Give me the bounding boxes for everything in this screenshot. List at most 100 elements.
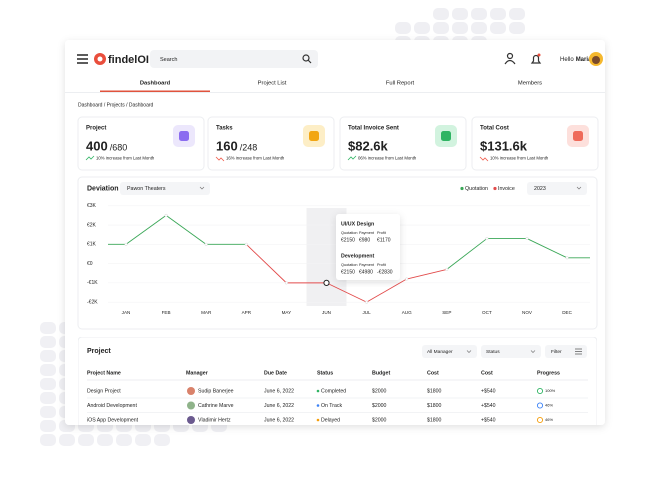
dropdown[interactable]: [527, 182, 587, 195]
data-point: [565, 256, 569, 260]
stat-change: 16% increase from Last Month: [226, 156, 285, 161]
x-tick-label: JAN: [122, 310, 131, 315]
legend-label: Quotation: [465, 186, 488, 192]
column-header: Manager: [186, 370, 208, 376]
deco-square: [471, 8, 487, 20]
deco-square: [116, 434, 132, 446]
stat-icon: [441, 131, 451, 141]
deco-square: [509, 8, 525, 20]
trend-arrow: [215, 156, 225, 162]
progress-ring: [536, 416, 544, 424]
table-cell: +$540: [481, 417, 496, 423]
deco-square: [40, 392, 56, 404]
table-cell: 46%: [545, 417, 553, 422]
line-segment: [125, 215, 167, 245]
tab[interactable]: Project List: [258, 81, 287, 87]
chevron: [466, 350, 472, 353]
stat-change: 10% increase from Last Month: [96, 156, 155, 161]
x-tick-label: MAR: [201, 310, 212, 315]
tooltip-header: Quotation: [341, 231, 357, 235]
column-header: Due Date: [264, 370, 287, 376]
table-cell: $2000: [372, 417, 387, 423]
x-tick-label: FEB: [162, 310, 171, 315]
tab[interactable]: Members: [518, 81, 542, 87]
trend-arrow: [479, 156, 489, 162]
filter-dropdown[interactable]: [422, 345, 477, 358]
table-panel: [78, 337, 597, 425]
table-cell: June 6, 2022: [264, 417, 294, 423]
x-tick-label: MAY: [282, 310, 292, 315]
logo: findelOI: [108, 54, 149, 66]
deco-square: [135, 434, 151, 446]
x-tick-label: OCT: [482, 310, 492, 315]
tooltip-value: €2150: [341, 269, 355, 275]
table-cell: $1800: [427, 403, 442, 409]
table-cell: June 6, 2022: [264, 403, 294, 409]
table-cell: +$540: [481, 388, 496, 394]
x-tick-label: AUG: [402, 310, 412, 315]
column-header: Status: [317, 370, 333, 376]
tab[interactable]: Full Report: [386, 81, 415, 87]
chevron: [576, 186, 582, 190]
deco-square: [40, 420, 56, 432]
deco-square: [40, 322, 56, 334]
manager-avatar: [187, 416, 195, 424]
tooltip-value: €1170: [377, 237, 391, 243]
table-cell: Cathrine Marve: [198, 403, 234, 409]
stat-icon: [309, 131, 319, 141]
chevron: [199, 186, 205, 190]
line-segment: [526, 238, 568, 259]
search-box[interactable]: [150, 50, 318, 68]
search-icon: [302, 54, 310, 62]
table-cell: Sudip Banerjee: [198, 388, 234, 394]
chart-title: Deviation: [87, 185, 119, 192]
filter-dropdown[interactable]: [481, 345, 541, 358]
tooltip-header: Quotation: [341, 263, 357, 267]
deco-square: [40, 350, 56, 362]
stat-card: [207, 116, 335, 171]
y-tick-label: €0: [87, 261, 93, 267]
tab[interactable]: Dashboard: [140, 81, 171, 87]
deco-square: [78, 434, 94, 446]
stat-value: 160: [216, 138, 238, 153]
data-point: [445, 267, 449, 271]
column-header: Cost: [481, 370, 493, 376]
legend-dot: [493, 186, 497, 191]
deco-square: [59, 434, 75, 446]
breadcrumb: Dashboard / Projects / Dashboard: [78, 102, 154, 108]
tooltip-header: Profit: [377, 231, 387, 235]
deco-square: [490, 22, 506, 34]
line-segment: [165, 215, 207, 245]
filter-label: Status: [486, 349, 500, 355]
table-cell: On Track: [321, 403, 342, 409]
users-icon[interactable]: [506, 52, 514, 60]
stat-change: 06% increase from Last Month: [358, 156, 417, 161]
bell-icon[interactable]: [530, 54, 542, 64]
table-cell: +$540: [481, 403, 496, 409]
filter-button[interactable]: [545, 345, 587, 358]
x-tick-label: JUL: [363, 310, 372, 315]
table-cell: $2000: [372, 403, 387, 409]
deco-square: [490, 8, 506, 20]
deco-square: [154, 434, 170, 446]
data-point: [164, 213, 168, 217]
y-tick-label: €1K: [87, 242, 97, 248]
status-dot: [316, 389, 320, 393]
line-segment: [245, 244, 287, 284]
column-header: Progress: [537, 370, 560, 376]
table-cell: Design Project: [87, 388, 121, 394]
dropdown[interactable]: [120, 182, 210, 195]
deco-square: [471, 22, 487, 34]
deco-square: [452, 22, 468, 34]
x-tick-label: JUN: [322, 310, 331, 315]
deco-square: [433, 22, 449, 34]
tooltip-value: €2150: [341, 237, 355, 243]
data-point: [323, 279, 330, 286]
stat-icon: [573, 131, 583, 141]
y-tick-label: €2K: [87, 222, 97, 228]
greeting: Hello: [560, 57, 574, 63]
deco-square: [414, 22, 430, 34]
filter-label: All Manager: [427, 349, 453, 355]
y-tick-label: -€2K: [87, 299, 98, 305]
avatar-face: [592, 56, 600, 64]
